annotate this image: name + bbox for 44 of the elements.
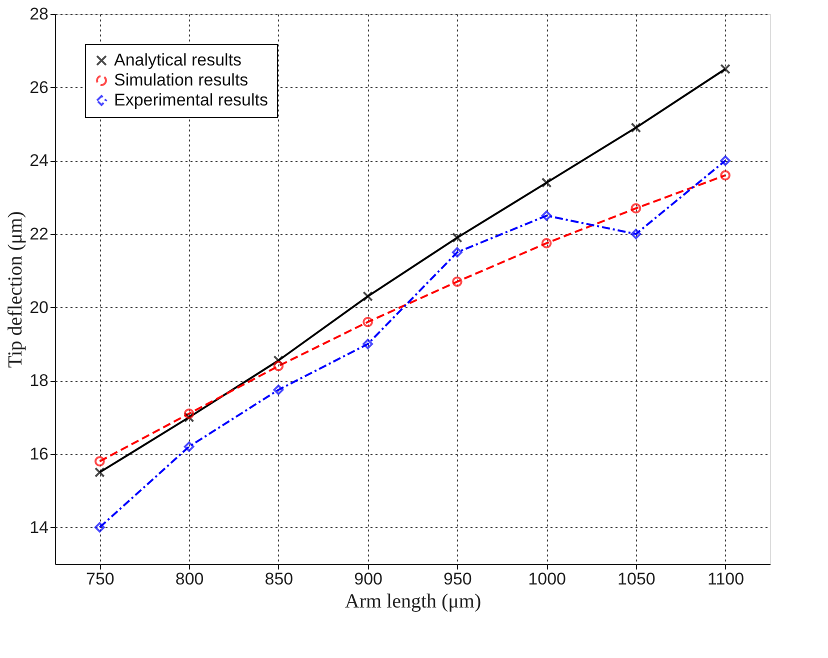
y-tick-label: 24 [30,151,48,170]
point [94,456,105,467]
point [452,247,462,258]
point [541,177,552,188]
point [720,170,730,181]
point [720,64,730,74]
y-tick-label: 22 [30,224,48,244]
x-tick-label: 1050 [618,570,656,588]
point [94,522,105,533]
point [273,360,284,372]
y-tick-label: 14 [30,518,48,537]
point [184,441,194,452]
y-tick-label: 26 [30,78,48,97]
legend-label: Experimental results [114,90,268,110]
x-tick-label: 900 [354,570,382,588]
point [273,384,284,396]
x-tick-label: 850 [264,570,294,588]
point [94,467,105,478]
x-tick-label: 950 [444,570,472,588]
point [630,228,642,240]
point [184,412,194,423]
y-tick-label: 18 [30,371,48,390]
point [541,238,552,248]
y-tick-label: 20 [30,298,48,317]
y-tick-label: 28 [30,4,48,24]
point [720,155,730,166]
point [541,210,552,221]
point [362,316,373,328]
point [452,276,462,287]
legend-label: Simulation results [114,70,248,90]
point [362,338,373,350]
legend-label: Analytical results [114,50,242,70]
x-tick-label: 750 [86,570,114,588]
y-axis-title: Tip deflection (μm) [4,211,27,368]
x-tick-label: 1000 [528,570,566,588]
y-tick-label: 16 [30,444,48,464]
point [452,232,462,243]
point [184,408,194,419]
x-tick-label: 800 [175,570,204,588]
point [362,291,373,302]
point [630,122,642,133]
x-axis-title: Arm length (μm) [344,590,482,612]
point [630,203,642,214]
x-tick-label: 1100 [708,570,744,588]
